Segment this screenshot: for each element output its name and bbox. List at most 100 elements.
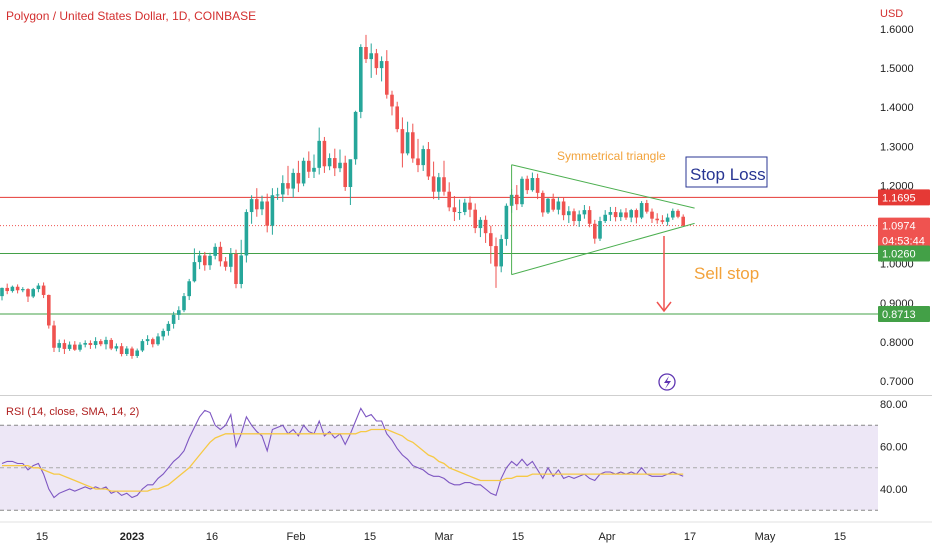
candle-body (255, 199, 259, 210)
price-tag (878, 217, 930, 250)
candle-body (457, 212, 462, 214)
rsi-tick-label: 80.00 (880, 399, 908, 411)
candle-body (156, 336, 160, 345)
candle-body (151, 339, 155, 345)
candle-body (5, 287, 9, 292)
candle-body (489, 233, 493, 247)
price-tag-value: 1.0260 (882, 248, 916, 260)
candle-body (364, 46, 368, 60)
candle-body (400, 129, 405, 154)
candle-body (681, 216, 685, 226)
candle-body (192, 262, 197, 282)
candle-body (223, 261, 228, 267)
candle-body (598, 221, 602, 239)
candle-body (385, 61, 389, 95)
candle-body (52, 325, 56, 348)
candle-body (41, 285, 46, 295)
candle-body (655, 218, 659, 221)
candle-body (437, 177, 441, 192)
candle-body (650, 211, 654, 219)
pane-separator[interactable] (0, 395, 932, 396)
price-tick-label: 1.3000 (880, 141, 914, 153)
time-tick-label: May (755, 531, 776, 543)
candle-body (613, 212, 618, 218)
price-tick-label: 0.8000 (880, 337, 914, 349)
candle-body (244, 212, 249, 256)
price-tick-label: 1.6000 (880, 24, 914, 36)
candle-body (234, 253, 238, 285)
candle-body (140, 341, 145, 351)
candle-body (301, 160, 306, 184)
candle-body (333, 158, 337, 169)
candle-body (572, 211, 576, 222)
candle-body (379, 61, 384, 69)
candle-body (130, 348, 134, 356)
candle-body (665, 217, 670, 222)
candle-body (93, 341, 98, 346)
candle-body (171, 314, 176, 324)
price-tag (878, 189, 930, 206)
time-tick-label: 2023 (120, 531, 144, 543)
candle-body (312, 167, 316, 172)
candle-body (473, 209, 477, 229)
candle-body (525, 178, 529, 191)
candle-body (26, 289, 30, 297)
candle-body (203, 255, 207, 266)
candle-body (343, 162, 347, 188)
price-tag (878, 245, 930, 262)
candle-body (374, 53, 379, 69)
chart-title: Polygon / United States Dollar, 1D, COIN… (6, 9, 257, 23)
triangle-upper-line (511, 164, 695, 209)
candle-body (629, 210, 633, 218)
candle-body (119, 346, 124, 355)
candle-body (390, 94, 394, 107)
candle-body (551, 198, 555, 210)
candle-body (421, 149, 425, 166)
candle-body (21, 289, 25, 291)
candle-body (431, 176, 436, 192)
time-tick-label: 15 (512, 531, 524, 543)
candle-body (275, 194, 280, 196)
currency-label: USD (880, 8, 904, 20)
candle-body (624, 212, 628, 218)
candle-body (535, 178, 540, 193)
candle-body (125, 348, 129, 355)
price-tag-value: 1.1695 (882, 192, 916, 204)
candle-body (317, 140, 321, 168)
candle-body (359, 46, 363, 112)
candle-body (67, 344, 72, 349)
candle-body (265, 201, 269, 226)
candle-body (182, 296, 186, 311)
price-tag-value: 0.8713 (882, 309, 916, 321)
candle-body (608, 212, 613, 215)
candle-body (83, 343, 87, 345)
candle-body (593, 223, 597, 239)
candle-body (31, 289, 35, 297)
candle-body (504, 205, 509, 240)
candle-body (62, 343, 67, 349)
time-tick-label: 15 (36, 531, 48, 543)
candle-body (239, 255, 243, 285)
candle-body (603, 214, 607, 222)
rsi-tick-label: 40.00 (880, 484, 908, 496)
candle-body (468, 202, 472, 210)
candle-body (36, 285, 41, 290)
candle-body (338, 162, 342, 169)
candle-body (47, 294, 51, 326)
time-tick-label: Feb (287, 531, 306, 543)
candle-body (660, 220, 665, 222)
candle-body (0, 287, 4, 297)
candle-body (639, 203, 644, 218)
triangle-lower-line (511, 222, 695, 276)
candle-body (411, 132, 415, 159)
candle-body (447, 191, 451, 208)
candle-body (541, 192, 545, 213)
candle-body (561, 201, 566, 216)
lightning-icon-bolt (664, 376, 671, 389)
price-tick-label: 0.7000 (880, 376, 914, 388)
candle-body (286, 183, 290, 189)
candle-body (369, 53, 373, 60)
candle-body (73, 344, 77, 350)
price-tick-label: 1.0000 (880, 259, 914, 271)
